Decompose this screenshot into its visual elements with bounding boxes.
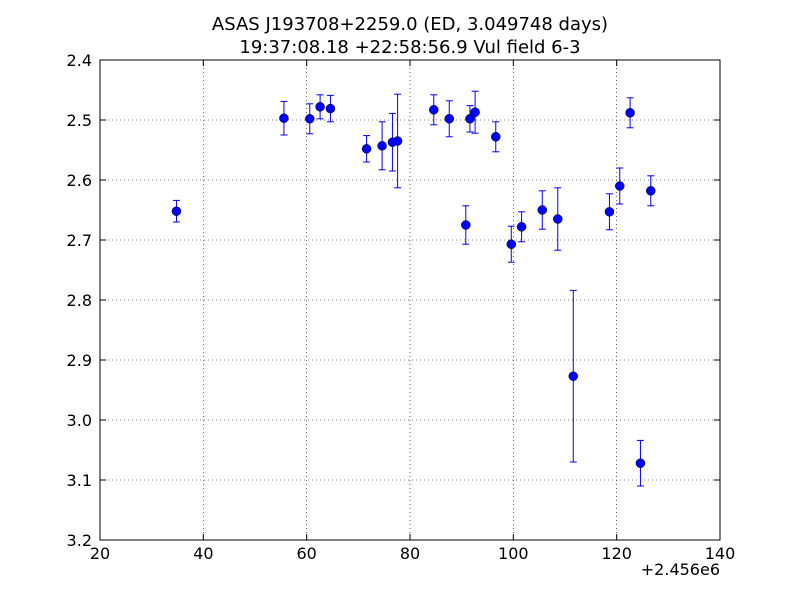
- x-tick-label: 100: [498, 544, 529, 563]
- data-point: [568, 371, 579, 381]
- data-point: [604, 207, 615, 217]
- y-tick-label: 2.9: [67, 351, 92, 370]
- data-point: [625, 108, 635, 118]
- y-tick-label: 2.4: [67, 51, 92, 70]
- y-tick-label: 2.7: [67, 231, 92, 250]
- y-tick-label: 2.6: [67, 171, 92, 190]
- data-point: [444, 114, 455, 124]
- data-point: [171, 206, 182, 216]
- data-point: [392, 136, 403, 146]
- data-point: [470, 107, 480, 117]
- error-bars: [172, 90, 655, 487]
- chart-title: ASAS J193708+2259.0 (ED, 3.049748 days): [212, 14, 608, 35]
- data-point: [377, 141, 387, 151]
- data-point: [465, 114, 475, 124]
- gridlines: [100, 60, 720, 540]
- x-tick-label: 40: [193, 544, 213, 563]
- y-tick-label: 3.1: [67, 471, 92, 490]
- data-point: [461, 220, 471, 230]
- y-tick-label: 2.5: [67, 111, 92, 130]
- data-point: [537, 205, 548, 215]
- x-tick-label: 80: [400, 544, 420, 563]
- data-point: [305, 114, 315, 124]
- data-point: [646, 186, 656, 196]
- x-tick-label: 60: [296, 544, 316, 563]
- data-point: [491, 132, 501, 142]
- data-point: [506, 239, 517, 249]
- data-point: [325, 103, 336, 114]
- data-point: [553, 214, 563, 224]
- x-tick-label: 20: [90, 544, 110, 563]
- data-point: [516, 222, 527, 232]
- data-point: [429, 105, 439, 115]
- y-tick-label: 3.0: [67, 411, 92, 430]
- data-point: [361, 144, 372, 154]
- y-tick-label: 3.2: [67, 531, 92, 550]
- data-point: [315, 102, 325, 112]
- chart-subtitle: 19:37:08.18 +22:58:56.9 Vul field 6-3: [239, 37, 580, 58]
- x-tick-label: 120: [601, 544, 632, 563]
- data-point: [615, 181, 625, 191]
- x-offset-label: +2.456e6: [641, 560, 720, 579]
- data-point: [635, 458, 646, 468]
- y-tick-label: 2.8: [67, 291, 92, 310]
- data-point: [279, 113, 289, 123]
- tick-labels: 20 40 60 80 100 120 140 2.4 2.5 2.6 2.7 2.8 2.9 3.0 3.…: [67, 51, 736, 563]
- x-tick-label: 140: [705, 544, 736, 563]
- data-points: [171, 102, 656, 468]
- plot-frame: [99, 59, 721, 541]
